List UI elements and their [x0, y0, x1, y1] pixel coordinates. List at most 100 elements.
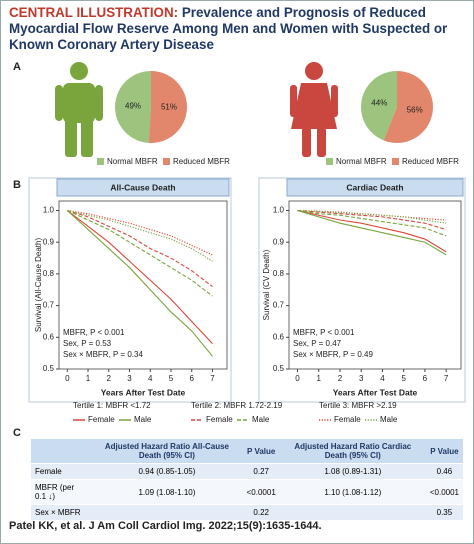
plot-area [288, 200, 462, 370]
chart-frame [258, 177, 466, 403]
table-cell: 0.35 [425, 504, 463, 520]
x-tick-label: 7 [210, 374, 215, 383]
y-tick-label: 0.5 [273, 364, 285, 373]
male-icon [55, 62, 103, 157]
table-header: P Value [425, 439, 463, 464]
legend-group-label: Tertile 2: MBFR 1.72-2.19 [191, 401, 283, 410]
x-tick-label: 1 [317, 374, 322, 383]
survival-line [297, 209, 447, 253]
legend-group-label: Tertile 1: MBFR <1.72 [73, 401, 151, 410]
pie-slice [115, 71, 151, 143]
legend-label: Male [134, 415, 152, 424]
x-tick-label: 6 [423, 374, 428, 383]
x-tick-label: 0 [65, 374, 70, 383]
table-cell: Female [31, 463, 92, 480]
y-tick-label: 0.7 [273, 301, 285, 310]
chart-frame [28, 177, 232, 403]
x-tick-label: 4 [148, 374, 153, 383]
legend-label: Normal MBFR [107, 157, 158, 166]
annotation: Sex × MBFR, P = 0.49 [293, 350, 373, 359]
table-cell: 0.94 (0.85-1.05) [91, 463, 243, 480]
y-tick-label: 1.0 [273, 206, 285, 215]
table-row: Sex × MBFR 0.22 0.35 [31, 504, 463, 520]
survival-line [297, 209, 447, 237]
table-row: Female 0.94 (0.85-1.05) 0.27 1.08 (0.89-1.3… [31, 463, 463, 480]
y-tick-label: 0.9 [273, 237, 285, 246]
value-label: 51% [161, 103, 177, 112]
x-tick-label: 5 [401, 374, 406, 383]
pie-slice [383, 71, 433, 143]
citation: Patel KK, et al. J Am Coll Cardiol Img. … [9, 520, 322, 532]
value-label: 44% [371, 99, 387, 108]
table-header: P Value [242, 439, 280, 464]
table-cell [279, 504, 426, 520]
survival-line [297, 209, 447, 224]
y-tick-label: 0.7 [43, 301, 55, 310]
x-tick-label: 0 [295, 374, 300, 383]
legend-swatch [163, 158, 170, 165]
x-tick-label: 1 [86, 374, 91, 383]
y-tick-label: 0.6 [43, 332, 55, 341]
x-tick-label: 6 [190, 374, 195, 383]
legend-label: Female [334, 415, 361, 424]
table-row: MBFR (per 0.1 ↓) 1.09 (1.08-1.10) <0.0001 1… [31, 479, 463, 505]
survival-line [67, 209, 213, 262]
x-tick-label: 5 [169, 374, 174, 383]
x-tick-label: 3 [359, 374, 364, 383]
chart-title: All-Cause Death [110, 182, 175, 192]
table-cell: <0.0001 [242, 479, 280, 505]
legend-swatch [97, 158, 104, 165]
x-tick-label: 2 [107, 374, 112, 383]
x-axis-label: Years After Test Date [101, 387, 186, 397]
legend-label: Female [206, 415, 233, 424]
legend-label: Reduced MBFR [402, 157, 459, 166]
chart-title-bar [56, 178, 230, 197]
y-tick-label: 0.6 [273, 332, 285, 341]
table-cell: 1.10 (1.08-1.12) [279, 479, 426, 505]
survival-line [67, 210, 213, 297]
table-header [31, 439, 92, 464]
legend-label: Male [252, 415, 270, 424]
header-label: CENTRAL ILLUSTRATION: [9, 5, 179, 20]
legend-group-label: Tertile 3: MBFR >2.19 [319, 401, 397, 410]
y-tick-label: 0.8 [273, 269, 285, 278]
legend-label: Normal MBFR [336, 157, 387, 166]
table-cell: 0.27 [242, 463, 280, 480]
value-label: 49% [125, 102, 141, 111]
legend-label: Male [380, 415, 398, 424]
x-tick-label: 7 [444, 374, 449, 383]
y-tick-label: 0.9 [43, 237, 55, 246]
pie-slice [148, 71, 188, 143]
x-tick-label: 4 [380, 374, 385, 383]
table-cell: 1.08 (0.89-1.31) [279, 463, 426, 480]
table-cell: 0.22 [242, 504, 280, 520]
annotation: Sex, P = 0.53 [63, 339, 112, 348]
annotation: MBFR, P < 0.001 [293, 328, 355, 337]
annotation: Sex × MBFR, P = 0.34 [63, 350, 143, 359]
y-tick-label: 1.0 [43, 206, 55, 215]
header-title: Prevalence and Prognosis of Reduced Myoc… [9, 5, 448, 52]
survival-line [66, 210, 213, 357]
survival-line [67, 209, 213, 256]
chart-title: Cardiac Death [346, 182, 403, 192]
legend-label: Reduced MBFR [173, 157, 230, 166]
legend-swatch [326, 158, 333, 165]
y-axis-label: Survival (CV Death) [262, 249, 271, 320]
panel-label: B [13, 179, 21, 191]
survival-line [297, 209, 447, 231]
legend-label: Female [88, 415, 115, 424]
pie-slice [361, 71, 397, 141]
header: CENTRAL ILLUSTRATION: Prevalence and Pro… [9, 5, 465, 53]
table-cell: Sex × MBFR [31, 504, 92, 520]
table-header: Adjusted Hazard Ratio Cardiac Death (95%… [279, 439, 426, 464]
survival-line [66, 210, 213, 345]
x-axis-label: Years After Test Date [333, 387, 418, 397]
panel-label: C [13, 427, 21, 439]
x-tick-label: 2 [338, 374, 343, 383]
chart-title-bar [286, 178, 464, 197]
table-header: Adjusted Hazard Ratio All-Cause Death (9… [91, 439, 243, 464]
plot-area [58, 200, 228, 370]
table-cell [91, 504, 243, 520]
